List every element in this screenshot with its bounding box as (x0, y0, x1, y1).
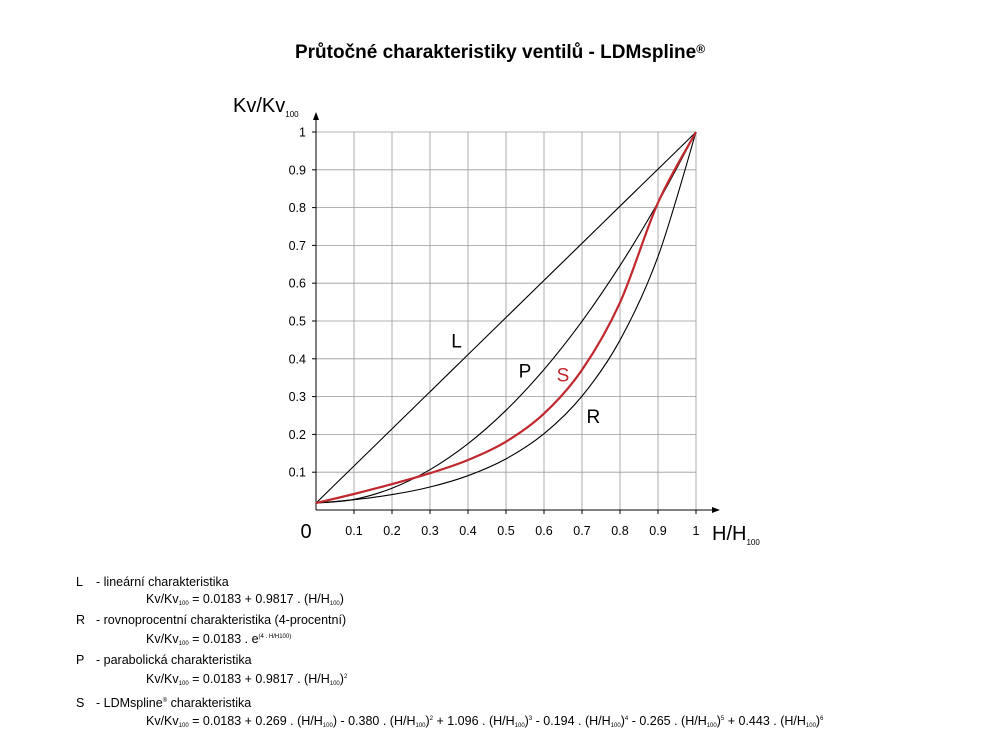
legend-item-p: P- parabolická charakteristika (76, 653, 252, 668)
formula-l: Kv/Kv100 = 0.0183 + 0.9817 . (H/H100) (146, 591, 344, 607)
y-tick-label: 0.1 (289, 466, 306, 480)
x-tick-label: 0.4 (459, 524, 476, 538)
series-line-s (315, 131, 697, 505)
x-tick-label: 0.2 (383, 524, 400, 538)
y-axis-label: Kv/Kv100 (233, 95, 299, 119)
legend-item-l: L- lineární charakteristika (76, 575, 229, 589)
formula-p: Kv/Kv100 = 0.0183 + 0.9817 . (H/H100)2 (146, 671, 348, 687)
legend-item-r: R- rovnoprocentní charakteristika (4-pro… (76, 613, 347, 628)
origin-label: 0 (300, 521, 311, 543)
chart-title: Průtočné charakteristiky ventilů - LDMsp… (294, 42, 706, 63)
legend-item-s: S- LDMspline® charakteristika (76, 695, 252, 710)
x-tick-label: 0.9 (649, 524, 666, 538)
y-tick-label: 0.3 (289, 390, 306, 404)
x-tick-label: 0.7 (573, 524, 590, 538)
series-line-l (315, 131, 697, 504)
x-axis-label: H/H100 (712, 523, 760, 547)
x-tick-label: 0.1 (345, 524, 362, 538)
y-axis-arrow (313, 112, 319, 120)
x-tick-label: 0.5 (497, 524, 514, 538)
series-line-r (315, 131, 697, 504)
formula-r: Kv/Kv100 = 0.0183 . e(4 . H/H100) (146, 631, 292, 647)
y-tick-label: 0.8 (289, 201, 306, 215)
series-line-p (315, 131, 697, 504)
x-tick-label: 0.3 (421, 524, 438, 538)
legend: L- lineární charakteristika Kv/Kv100 = 0… (76, 574, 823, 735)
grid (316, 131, 697, 510)
y-tick-label: 0.5 (289, 315, 306, 329)
chart-plot: 0.1 0.2 0.3 0.4 0.5 0.6 0.7 0.8 0.9 1 0.1 0.2 0.3 0.4… (233, 95, 760, 547)
y-tick-label: 1 (299, 126, 306, 140)
y-tick-label: 0.9 (289, 163, 306, 177)
y-tick-label: 0.7 (289, 239, 306, 253)
curve-label-r: R (587, 407, 601, 428)
x-tick-label: 0.8 (611, 524, 628, 538)
x-tick-label: 0.6 (535, 524, 552, 538)
y-tick-label: 0.4 (289, 352, 306, 366)
x-tick-label: 1 (693, 524, 700, 538)
curve-label-s: S (557, 365, 570, 386)
curve-label-p: P (519, 362, 532, 383)
x-axis-arrow (712, 507, 720, 513)
y-tick-label: 0.2 (289, 428, 306, 442)
formula-s: Kv/Kv100 = 0.0183 + 0.269 . (H/H100) - 0… (146, 714, 824, 730)
curve-label-l: L (451, 331, 462, 352)
y-tick-label: 0.6 (289, 277, 306, 291)
